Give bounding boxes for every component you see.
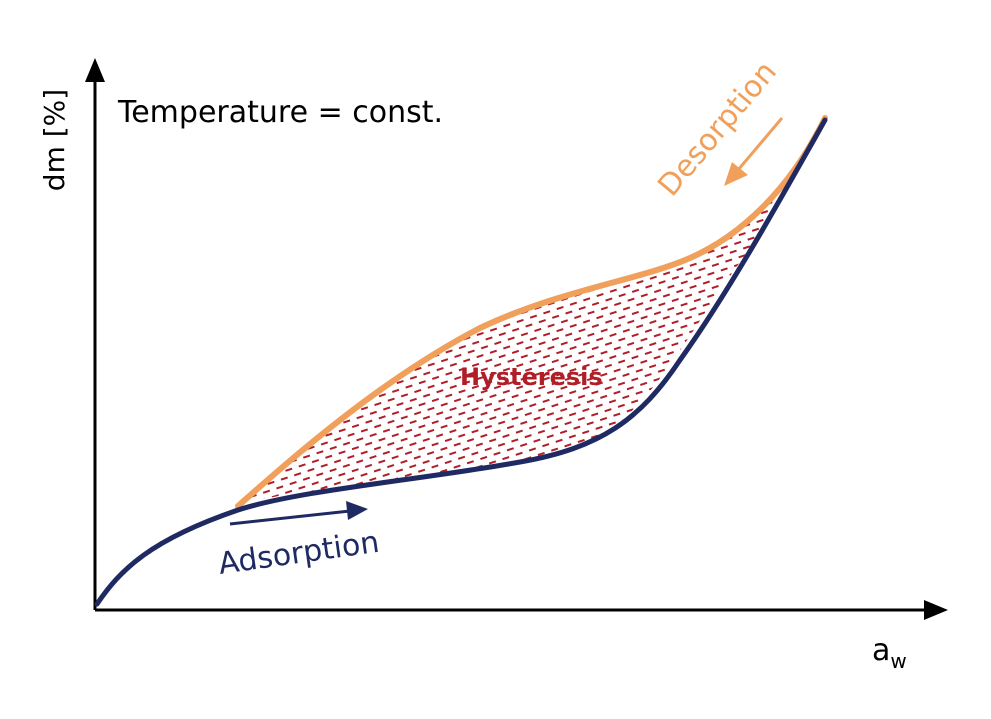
adsorption-label: Adsorption <box>216 525 381 582</box>
x-axis-arrowhead <box>924 600 948 620</box>
desorption-curve <box>235 115 828 509</box>
adsorption-arrow <box>229 501 368 526</box>
x-axis-label: aw <box>872 633 907 673</box>
desorption-label: Desorption <box>651 55 783 203</box>
y-axis-label: dm [%] <box>38 89 71 191</box>
axes <box>85 58 948 620</box>
x-axis-label-subscript: w <box>890 649 906 673</box>
desorption-arrow <box>724 117 784 186</box>
y-axis-arrowhead <box>85 58 105 82</box>
x-axis-label-main: a <box>872 633 890 668</box>
temperature-annotation: Temperature = const. <box>117 95 443 130</box>
adsorption-curve <box>94 117 828 607</box>
hysteresis-label: Hysteresis <box>460 363 603 391</box>
